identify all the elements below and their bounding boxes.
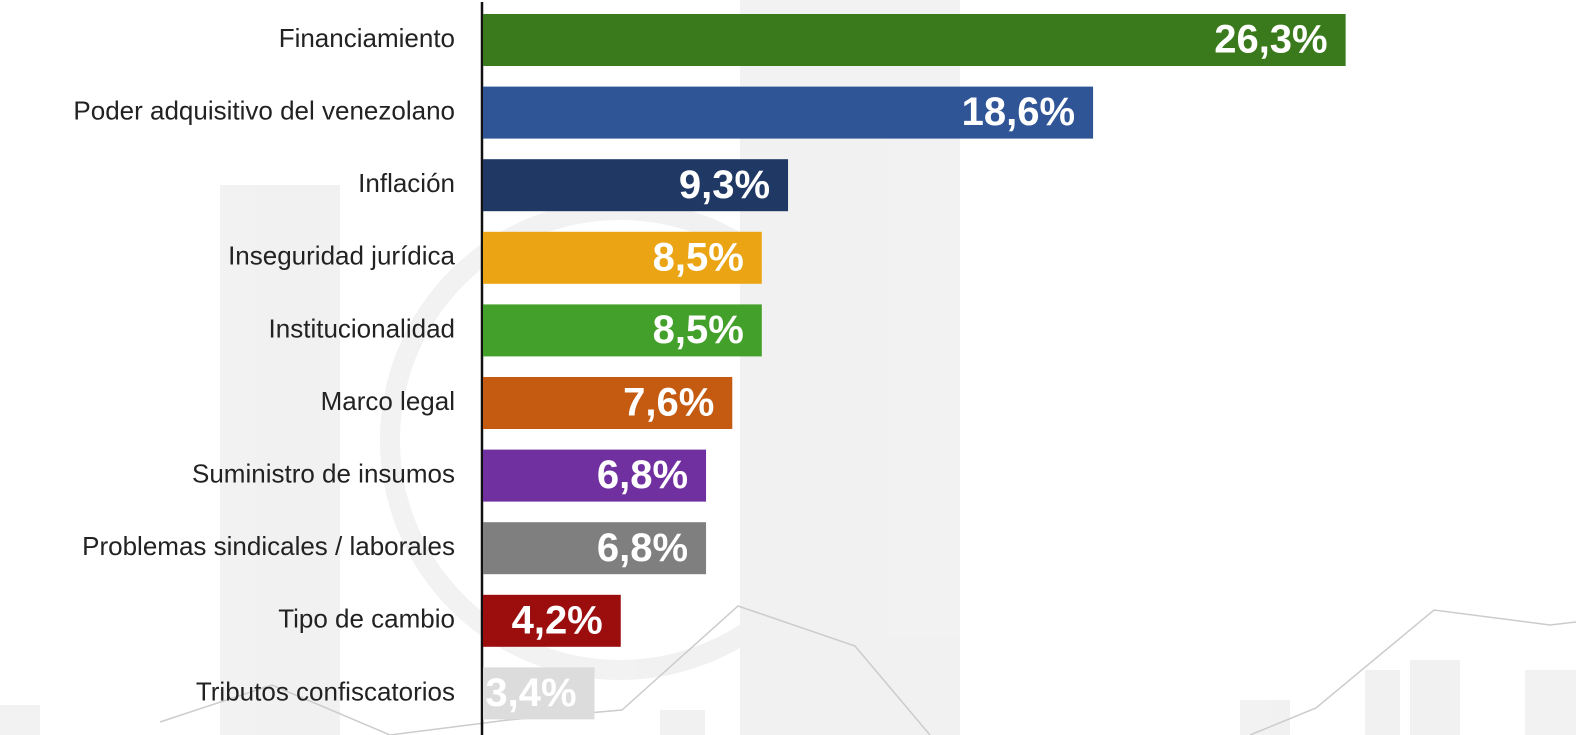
watermark-line	[1249, 609, 1576, 735]
category-label: Problemas sindicales / laborales	[82, 531, 455, 561]
value-label: 26,3%	[1214, 18, 1327, 62]
bar	[483, 159, 789, 212]
bar	[483, 594, 621, 647]
category-label: Suministro de insumos	[192, 458, 455, 488]
value-label: 9,3%	[679, 163, 770, 207]
bar	[483, 304, 762, 357]
category-label: Inflación	[358, 168, 455, 198]
value-label: 18,6%	[962, 90, 1075, 134]
bar	[483, 377, 733, 429]
value-label: 4,2%	[512, 598, 603, 642]
value-label: 7,6%	[623, 381, 714, 425]
category-label: Institucionalidad	[269, 313, 455, 343]
bar	[483, 449, 707, 502]
value-label: 6,8%	[597, 453, 688, 497]
category-label: Financiamiento	[279, 23, 455, 53]
bar	[483, 14, 1346, 66]
category-label: Inseguridad jurídica	[228, 241, 455, 271]
value-label: 6,8%	[597, 526, 688, 570]
category-label: Tributos confiscatorios	[196, 676, 455, 706]
category-label: Tipo de cambio	[278, 604, 455, 634]
value-label: 3,4%	[485, 671, 576, 715]
value-label: 8,5%	[653, 235, 744, 279]
bar	[483, 86, 1094, 139]
bar	[483, 522, 707, 575]
bar	[483, 667, 595, 720]
value-label: 8,5%	[653, 308, 744, 352]
category-label: Marco legal	[321, 386, 455, 416]
bar	[483, 231, 762, 284]
category-label: Poder adquisitivo del venezolano	[73, 95, 455, 125]
